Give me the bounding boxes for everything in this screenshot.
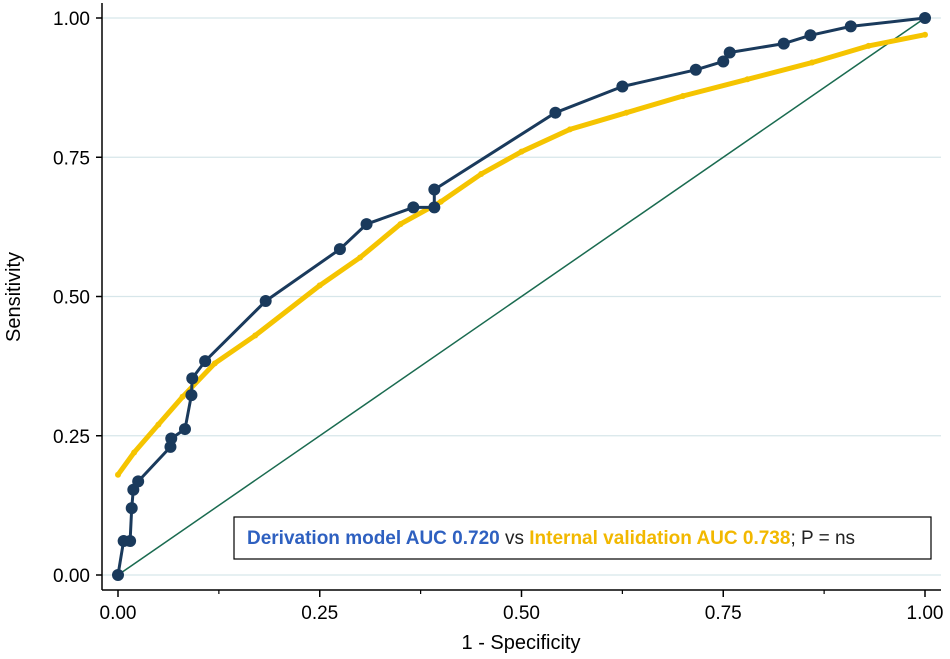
validation-point (316, 282, 323, 289)
series-internal-validation (115, 31, 928, 478)
derivation-point (185, 389, 198, 402)
validation-point (115, 471, 121, 478)
derivation-point (616, 80, 629, 93)
derivation-point (178, 423, 191, 436)
derivation-point (259, 294, 272, 307)
reference-diagonal (117, 17, 926, 576)
x-axis-title: 1 - Specificity (462, 632, 581, 654)
y-ticks: 0.00 0.25 0.50 0.75 1.00 (53, 9, 102, 587)
validation-point (397, 221, 404, 228)
validation-point (518, 148, 525, 155)
derivation-point (804, 29, 817, 42)
derivation-point (199, 355, 212, 368)
legend-p-value: ; P = ns (790, 528, 855, 549)
y-axis-title: Sensitivity (3, 252, 25, 342)
legend-box (233, 516, 932, 560)
derivation-point (112, 569, 124, 581)
x-ticks: 0.00 0.25 0.50 0.75 1.00 (100, 590, 944, 624)
derivation-point (428, 183, 441, 196)
validation-point (155, 421, 162, 428)
derivation-point (919, 12, 931, 24)
validation-point (252, 332, 259, 339)
validation-point (357, 254, 364, 261)
derivation-point (723, 46, 736, 59)
validation-point (179, 393, 186, 400)
derivation-point (186, 372, 199, 385)
validation-point (809, 59, 816, 66)
validation-point (744, 76, 751, 83)
derivation-point (844, 20, 857, 33)
y-tick-label: 0.25 (53, 427, 90, 448)
validation-point (566, 126, 573, 133)
derivation-point (549, 106, 562, 119)
validation-point (922, 31, 928, 38)
x-tick-label: 0.25 (301, 603, 338, 624)
x-tick-label: 0.50 (503, 603, 540, 624)
derivation-point (360, 218, 373, 231)
validation-point (211, 360, 218, 367)
derivation-point (125, 502, 138, 515)
validation-point (865, 42, 872, 49)
y-tick-label: 1.00 (53, 9, 90, 30)
derivation-point (428, 201, 441, 214)
validation-point (437, 198, 444, 205)
derivation-point (717, 55, 730, 68)
validation-point (478, 170, 485, 177)
derivation-point (165, 432, 178, 445)
x-tick-label: 0.00 (100, 603, 137, 624)
y-tick-label: 0.50 (53, 288, 90, 309)
derivation-point (407, 201, 420, 214)
legend-text: Derivation model AUC 0.720 vs Internal v… (247, 528, 855, 549)
legend-validation-label: Internal validation AUC 0.738 (529, 528, 790, 549)
legend: Derivation model AUC 0.720 vs Internal v… (233, 516, 932, 560)
y-tick-label: 0.75 (53, 148, 90, 169)
derivation-point (124, 535, 137, 548)
derivation-point (333, 243, 346, 256)
x-tick-label: 1.00 (907, 603, 944, 624)
y-tick-label: 0.00 (53, 566, 90, 587)
derivation-point (689, 63, 702, 76)
reference-line (117, 17, 926, 576)
validation-point (131, 449, 138, 456)
derivation-point (132, 475, 145, 488)
validation-point (623, 109, 630, 116)
x-tick-label: 0.75 (705, 603, 742, 624)
validation-point (679, 92, 686, 99)
legend-vs: vs (500, 528, 530, 549)
derivation-point (777, 37, 790, 50)
series-derivation (112, 12, 931, 581)
legend-derivation-label: Derivation model AUC 0.720 (247, 528, 500, 549)
